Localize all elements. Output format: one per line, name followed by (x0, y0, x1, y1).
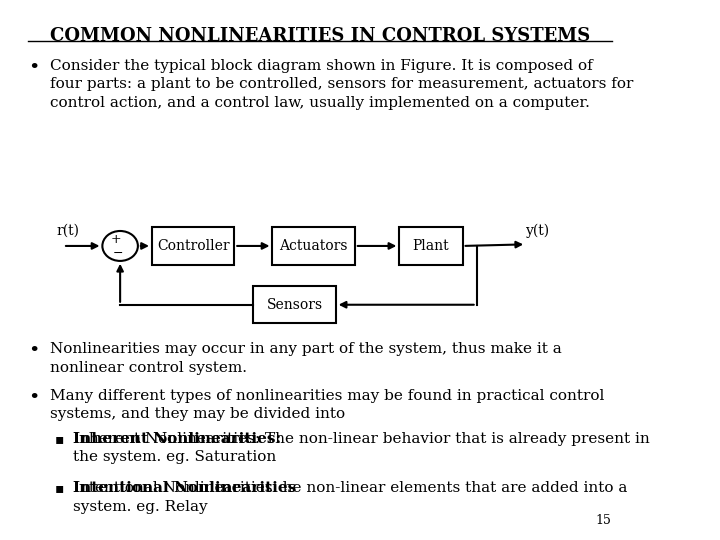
Text: Inherent Nonlinearities: The non-linear behavior that is already present in
the : Inherent Nonlinearities: The non-linear … (73, 432, 649, 464)
Text: Controller: Controller (157, 239, 230, 253)
FancyBboxPatch shape (399, 227, 463, 265)
Text: r(t): r(t) (57, 224, 80, 238)
FancyBboxPatch shape (272, 227, 355, 265)
Text: COMMON NONLINEARITIES IN CONTROL SYSTEMS: COMMON NONLINEARITIES IN CONTROL SYSTEMS (50, 27, 590, 45)
Text: Sensors: Sensors (266, 298, 323, 312)
Text: •: • (28, 389, 40, 407)
Text: ▪: ▪ (55, 432, 64, 446)
Text: Intentional Nonlinearities: Intentional Nonlinearities (73, 481, 296, 495)
Text: −: − (112, 247, 123, 260)
Text: Consider the typical block diagram shown in Figure. It is composed of
four parts: Consider the typical block diagram shown… (50, 59, 634, 110)
Text: Intentional Nonlinearities: he non-linear elements that are added into a
system.: Intentional Nonlinearities: he non-linea… (73, 481, 627, 514)
Text: Nonlinearities may occur in any part of the system, thus make it a
nonlinear con: Nonlinearities may occur in any part of … (50, 342, 562, 375)
Text: 15: 15 (596, 514, 612, 526)
Circle shape (102, 231, 138, 261)
FancyBboxPatch shape (152, 227, 234, 265)
Text: •: • (28, 59, 40, 77)
Text: Inherent Nonlinearities:: Inherent Nonlinearities: (73, 432, 281, 446)
Text: Actuators: Actuators (279, 239, 348, 253)
Text: •: • (28, 342, 40, 360)
Text: Plant: Plant (413, 239, 449, 253)
Text: ▪: ▪ (55, 481, 64, 495)
Text: Many different types of nonlinearities may be found in practical control
systems: Many different types of nonlinearities m… (50, 389, 605, 421)
FancyBboxPatch shape (253, 286, 336, 323)
Text: y(t): y(t) (526, 224, 550, 238)
Text: +: + (111, 233, 122, 246)
